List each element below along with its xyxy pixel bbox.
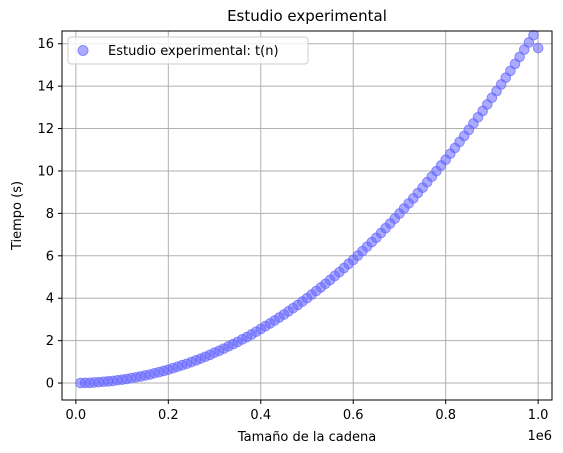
y-tick-label: 14 xyxy=(37,80,54,95)
y-tick-label: 8 xyxy=(46,207,54,222)
data-point xyxy=(533,43,543,53)
legend-marker xyxy=(78,46,88,56)
y-tick-label: 16 xyxy=(37,37,54,52)
grid-lines xyxy=(62,31,552,400)
y-tick-label: 6 xyxy=(46,249,54,264)
legend-label: Estudio experimental: t(n) xyxy=(108,44,279,59)
data-point xyxy=(529,30,539,40)
y-tick-label: 12 xyxy=(37,122,54,137)
x-axis-label: Tamaño de la cadena xyxy=(237,430,376,445)
x-axis-multiplier: 1e6 xyxy=(527,429,552,444)
y-tick-label: 0 xyxy=(46,377,54,392)
x-tick-label: 0.2 xyxy=(158,408,179,423)
x-tick-label: 0.0 xyxy=(66,408,87,423)
x-tick-label: 0.6 xyxy=(343,408,364,423)
y-tick-label: 4 xyxy=(46,292,54,307)
y-tick-label: 2 xyxy=(46,334,54,349)
axis-ticks: 0.0 0.2 0.4 0.6 0.8 1.0 0 2 4 6 8 10 12 14 16 xyxy=(37,37,548,423)
x-tick-label: 0.8 xyxy=(435,408,456,423)
y-tick-label: 10 xyxy=(37,164,54,179)
x-tick-label: 1.0 xyxy=(528,408,549,423)
chart-title: Estudio experimental xyxy=(227,7,387,25)
y-axis-label: Tiempo (s) xyxy=(10,181,25,251)
legend: Estudio experimental: t(n) xyxy=(68,37,308,64)
x-tick-label: 0.4 xyxy=(250,408,271,423)
data-points xyxy=(76,30,543,387)
